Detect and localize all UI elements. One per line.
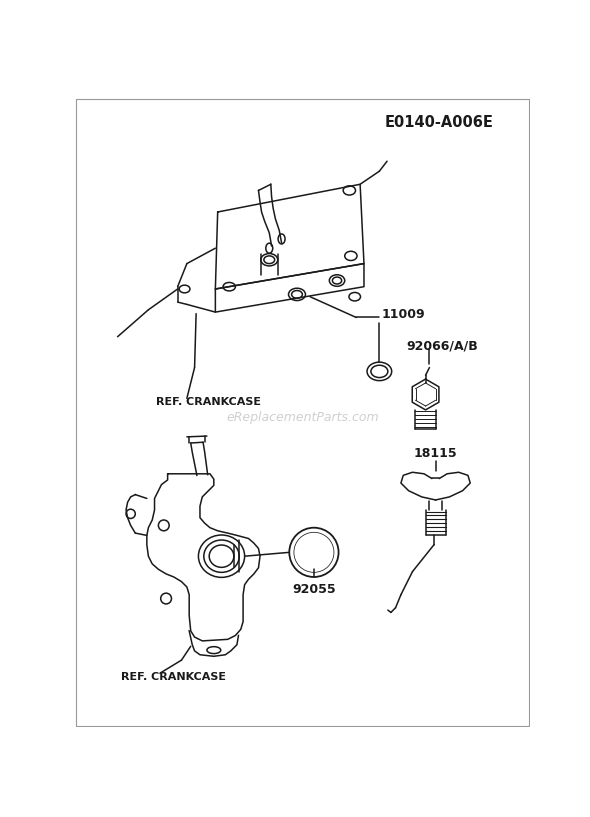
Text: 92066/A/B: 92066/A/B <box>407 340 478 352</box>
Text: 18115: 18115 <box>414 447 457 459</box>
Text: E0140-A006E: E0140-A006E <box>385 115 493 130</box>
Text: 11009: 11009 <box>382 308 425 321</box>
Text: 92055: 92055 <box>292 583 336 596</box>
Text: REF. CRANKCASE: REF. CRANKCASE <box>122 672 227 682</box>
Text: eReplacementParts.com: eReplacementParts.com <box>226 411 379 424</box>
Text: REF. CRANKCASE: REF. CRANKCASE <box>156 397 261 407</box>
